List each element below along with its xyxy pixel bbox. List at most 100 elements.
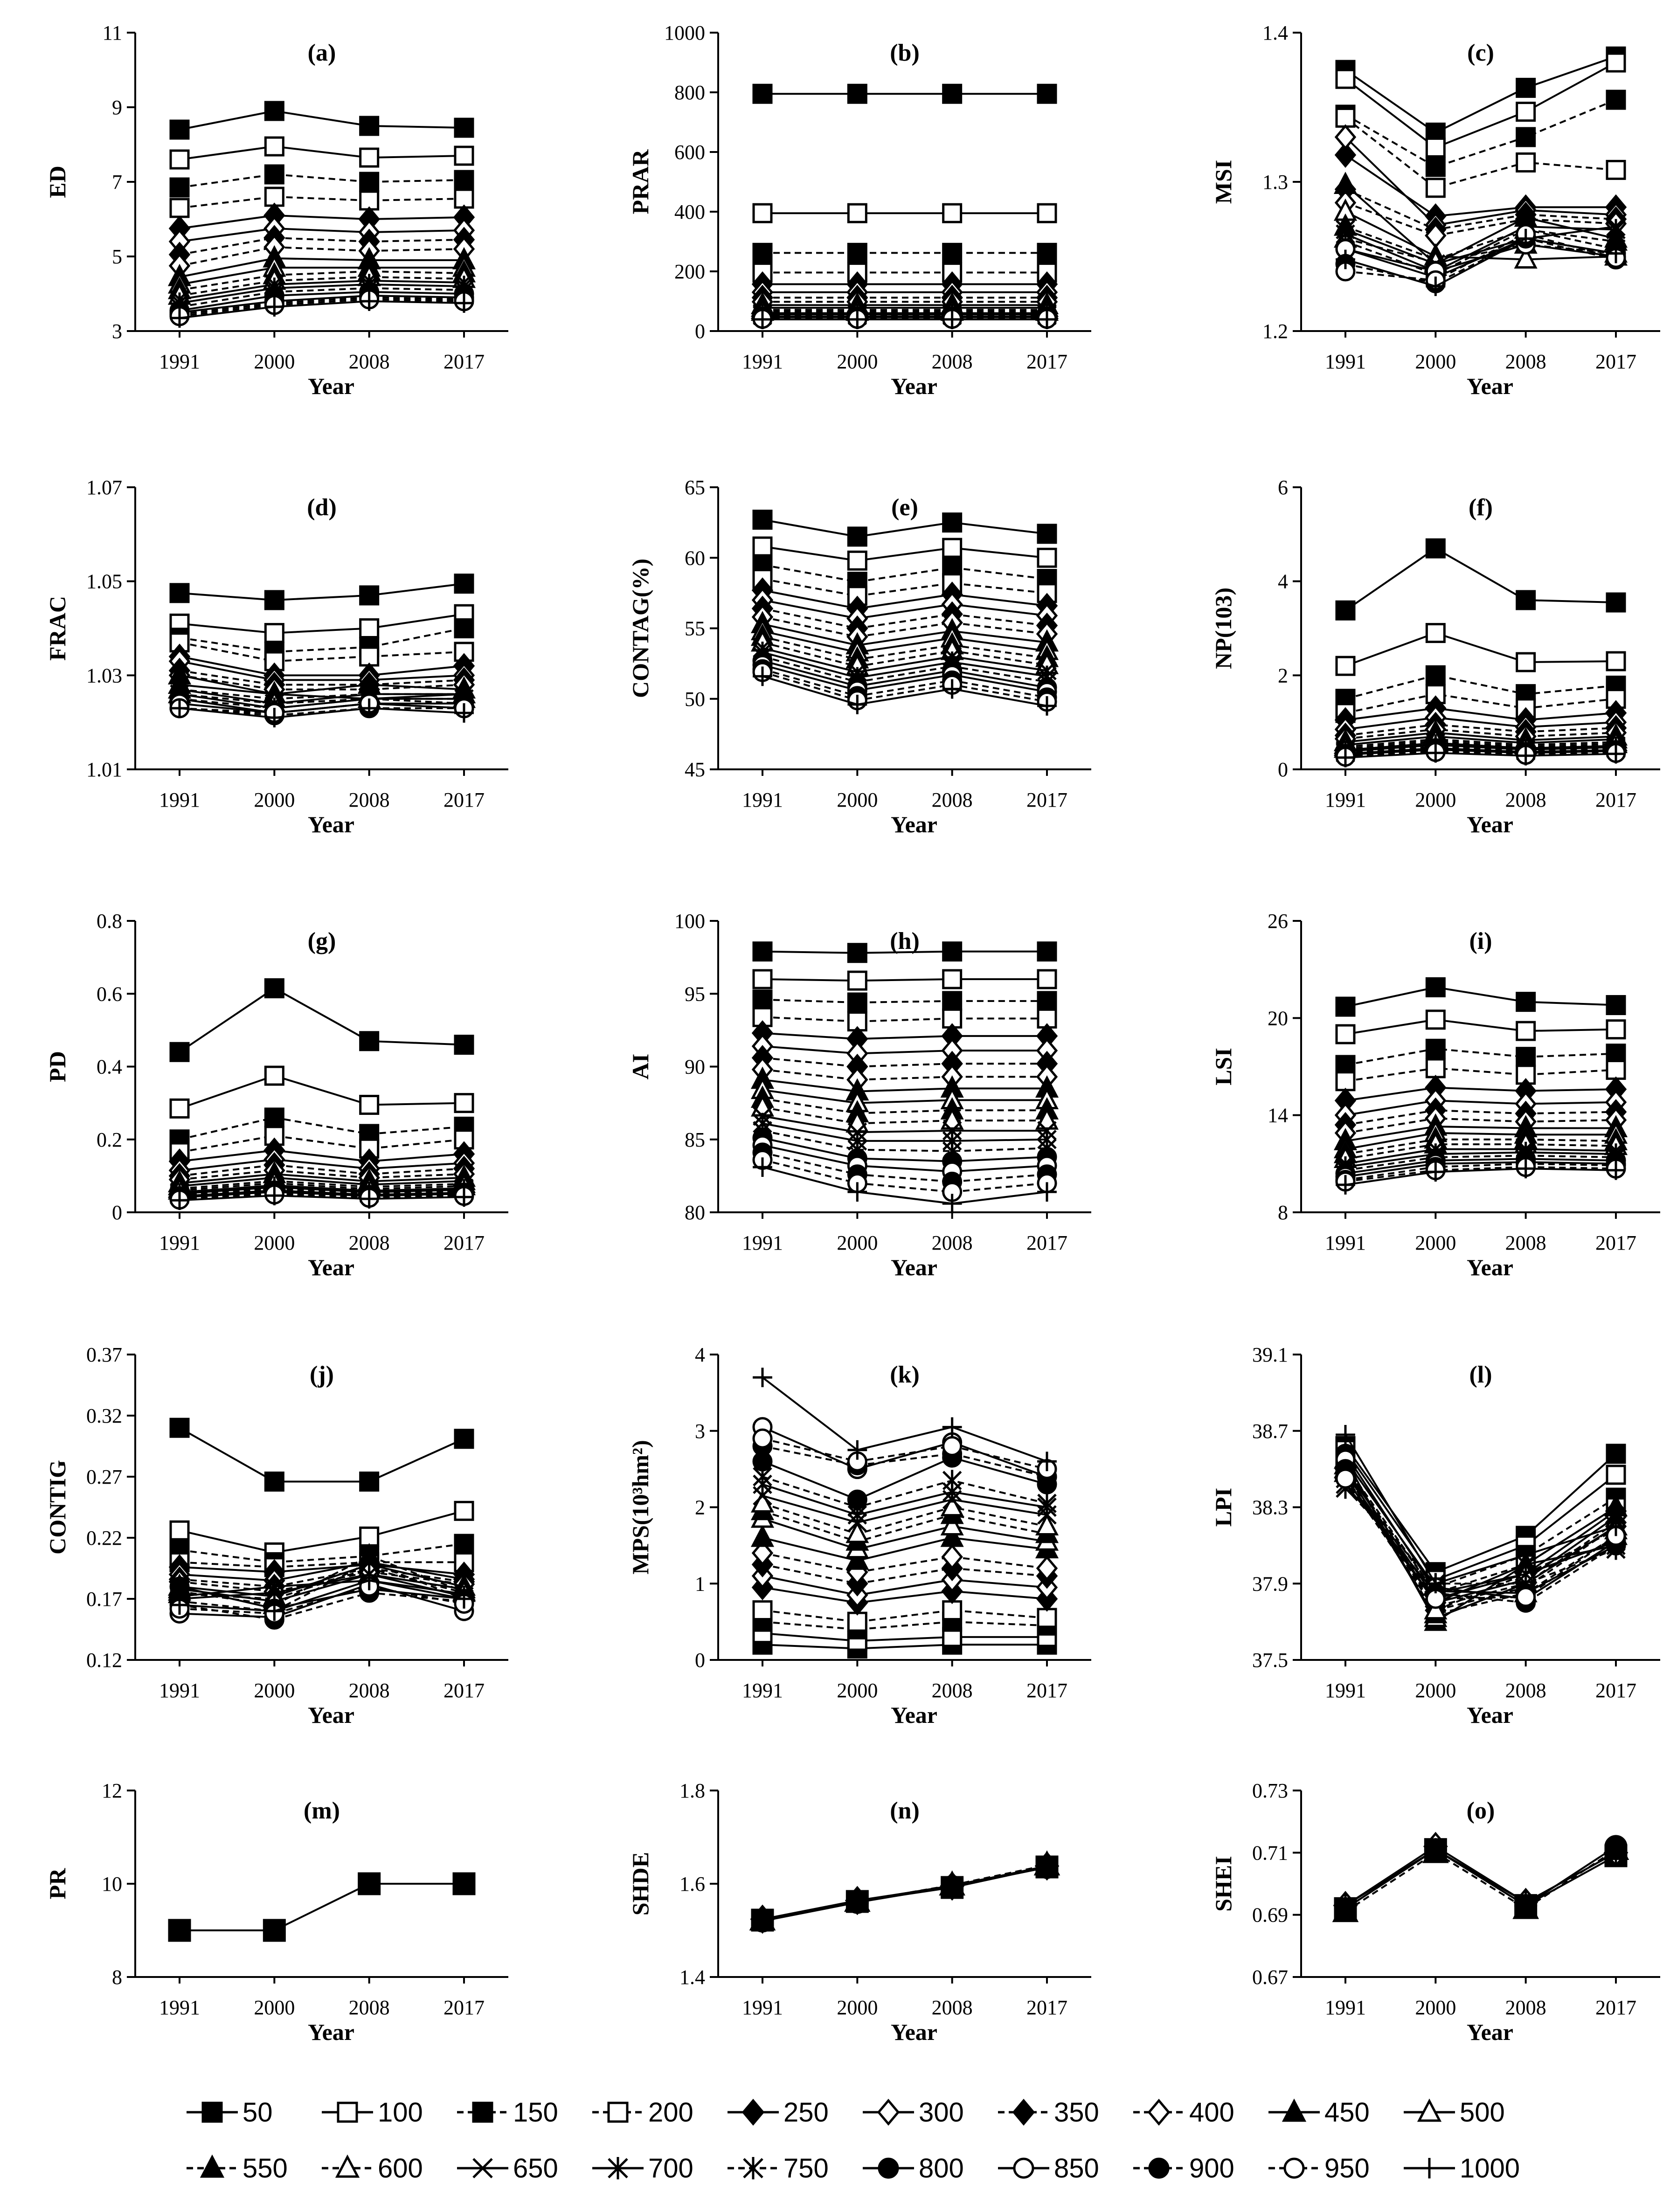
panel-k: 0 1 2 3 4 1991 2000 2008 2017 Year MPS(10³hm²) (k) <box>627 1343 1091 1728</box>
y-tick-label: 0.22 <box>86 1527 122 1549</box>
series-line-1000 <box>762 675 1047 707</box>
point-500-2008 <box>1514 246 1538 269</box>
series-line-100 <box>1344 1449 1617 1581</box>
series-line-500 <box>762 1518 1047 1550</box>
legend-label: 250 <box>783 2097 829 2128</box>
point-1000-2008 <box>359 1189 379 1209</box>
y-tick-label: 37.9 <box>1252 1572 1288 1595</box>
series-line-250 <box>1344 1468 1617 1600</box>
point-50-2008 <box>942 83 963 104</box>
panel-e: 45 50 55 60 65 1991 2000 2008 2017 Year CONTAG(%) (… <box>627 476 1091 837</box>
point-1000-2017 <box>1037 1452 1057 1472</box>
y-tick-label: 8 <box>1278 1201 1288 1224</box>
legend-marker <box>200 2154 225 2178</box>
point-50-1991 <box>752 83 773 104</box>
series-line-50 <box>179 1427 464 1483</box>
series-line-850 <box>762 664 1047 693</box>
series-line-400 <box>1345 1117 1616 1134</box>
point-100-2000 <box>847 203 867 223</box>
series-line-100 <box>179 1074 464 1110</box>
x-tick-label: 2000 <box>837 788 878 811</box>
point-750-2017 <box>1037 1493 1057 1514</box>
y-tick-label: 3 <box>112 320 122 343</box>
point-150-1991 <box>752 242 773 263</box>
x-tick-label: 2017 <box>1026 788 1067 811</box>
point-150-2008 <box>359 172 380 192</box>
point-750-2008 <box>359 1551 379 1573</box>
series-line-950 <box>762 1438 1047 1470</box>
point-50-1991 <box>1335 600 1356 621</box>
series-line-250 <box>1345 1086 1616 1102</box>
series-group <box>167 101 476 328</box>
series-line-600 <box>762 1106 1047 1125</box>
point-50-2000 <box>847 943 867 963</box>
panel-n: 1.4 1.6 1.8 1991 2000 2008 2017 Year SHDE (n) <box>627 1779 1091 2045</box>
point-1000-2000 <box>847 1182 867 1202</box>
point-400-1991 <box>751 1540 774 1566</box>
y-tick-label: 0.73 <box>1252 1779 1288 1802</box>
series-line-250 <box>762 1032 1047 1040</box>
legend-item-600: 600 <box>322 2153 423 2184</box>
series-line-50 <box>1344 55 1616 134</box>
y-tick-label: 0.67 <box>1252 1966 1288 1989</box>
series-line-300 <box>762 1045 1047 1055</box>
x-axis-title: Year <box>308 811 354 837</box>
point-50-2008 <box>359 1471 380 1492</box>
y-tick-label: 0.27 <box>86 1465 122 1488</box>
point-50-2017 <box>1037 941 1057 962</box>
x-tick-label: 2017 <box>443 350 485 373</box>
series-line-600 <box>179 276 464 297</box>
series-line-750 <box>1345 1154 1616 1171</box>
point-100-2017 <box>454 145 474 166</box>
series-line-350 <box>1345 188 1616 231</box>
point-1000-1991 <box>1336 1425 1355 1445</box>
point-1000-2008 <box>1516 228 1536 249</box>
x-axis-title: Year <box>308 1254 354 1280</box>
point-50-2017 <box>452 1872 476 1895</box>
x-tick-label: 1991 <box>742 1231 783 1254</box>
series-line-500 <box>179 1176 464 1187</box>
series-line-300 <box>1344 136 1616 226</box>
legend-marker <box>337 2101 358 2123</box>
point-1000-2017 <box>1604 1841 1628 1864</box>
point-100-2008 <box>359 618 380 638</box>
point-50-2008 <box>942 941 963 962</box>
series-line-950 <box>179 702 464 714</box>
series-line-200 <box>1345 693 1616 714</box>
x-axis-title: Year <box>891 373 937 399</box>
y-tick-label: 60 <box>685 546 705 569</box>
series-line-1000 <box>762 1866 1047 1921</box>
x-tick-label: 2017 <box>443 1996 485 2019</box>
y-tick-label: 0.32 <box>86 1404 122 1427</box>
y-tick-label: 0.4 <box>97 1056 122 1078</box>
series-line-750 <box>179 698 464 709</box>
series-line-450 <box>179 674 464 695</box>
y-axis-title: ED <box>44 166 70 198</box>
panel-h: 80 85 90 95 100 1991 2000 2008 2017 Year AI (h) <box>627 910 1091 1280</box>
point-100-2017 <box>454 1093 474 1113</box>
series-line-500 <box>762 630 1047 653</box>
series-line-200 <box>762 578 1047 597</box>
point-1000-2008 <box>359 1570 379 1590</box>
series-line-1000 <box>179 1579 464 1612</box>
y-tick-label: 200 <box>674 260 705 283</box>
y-tick-label: 14 <box>1268 1104 1288 1127</box>
series-line-1000 <box>762 1376 1047 1463</box>
series-line-1000 <box>1344 1848 1616 1907</box>
point-100-2017 <box>1037 203 1057 223</box>
series-group <box>167 574 476 727</box>
point-200-2008 <box>1516 152 1536 173</box>
series-line-100 <box>762 546 1047 562</box>
series-line-350 <box>179 1164 464 1177</box>
point-100-1991 <box>169 1098 190 1119</box>
x-tick-label: 2008 <box>349 1231 390 1254</box>
series-line-550 <box>1344 1848 1617 1913</box>
y-tick-label: 11 <box>103 21 122 44</box>
series-line-450 <box>762 623 1047 646</box>
series-line-550 <box>762 636 1047 661</box>
legend-label: 850 <box>1054 2153 1099 2184</box>
series-line-1000 <box>1345 752 1616 759</box>
series-line-700 <box>179 283 464 304</box>
point-1000-2008 <box>942 310 962 329</box>
